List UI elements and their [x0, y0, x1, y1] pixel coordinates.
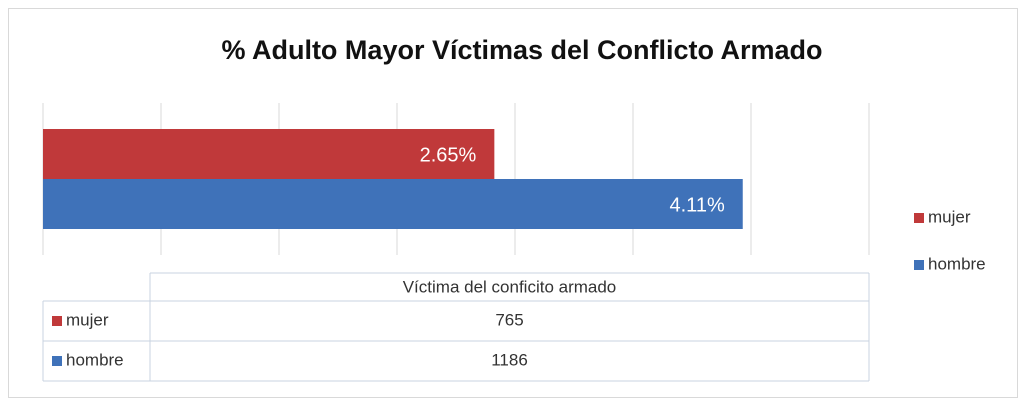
legend-key — [914, 213, 924, 223]
table-value: 1186 — [491, 350, 528, 369]
table-row-label: mujer — [66, 310, 109, 329]
table-row-label: hombre — [66, 350, 124, 369]
bar — [43, 129, 495, 179]
table-legend-key — [52, 356, 62, 366]
data-label: 4.11% — [670, 194, 725, 216]
table-legend-key — [52, 316, 62, 326]
legend-key — [914, 260, 924, 270]
table-header: Víctima del conficito armado — [403, 277, 617, 296]
chart-title: % Adulto Mayor Víctimas del Conflicto Ar… — [221, 35, 822, 65]
legend-label: hombre — [928, 254, 986, 273]
legend-label: mujer — [928, 207, 971, 226]
table-value: 765 — [495, 310, 523, 329]
bar — [43, 179, 743, 229]
data-label: 2.65% — [420, 144, 477, 166]
